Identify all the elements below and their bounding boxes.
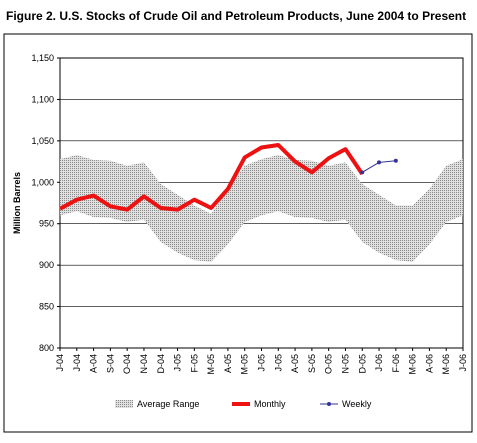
point — [393, 158, 398, 163]
y-tick-label: 900 — [39, 260, 54, 270]
x-tick-label: M-06 — [441, 354, 451, 375]
y-tick-label: 1,100 — [31, 94, 54, 104]
x-tick-label: S-05 — [307, 354, 317, 373]
y-tick-label: 1,050 — [31, 136, 54, 146]
x-tick-label: M-05 — [206, 354, 216, 375]
x-tick-label: J-04 — [55, 354, 65, 372]
frame — [3, 33, 473, 433]
legend-swatch — [327, 402, 331, 406]
x-tick-label: M-06 — [408, 354, 418, 375]
x-tick-label: M-05 — [240, 354, 250, 375]
x-tick-label: O-05 — [324, 354, 334, 374]
x-tick-label: D-05 — [357, 354, 367, 374]
x-tick-label: J-04 — [72, 354, 82, 372]
x-tick-label: A-05 — [223, 354, 233, 373]
x-tick-label: J-05 — [257, 354, 267, 372]
point — [377, 160, 382, 165]
x-tick-label: J-05 — [273, 354, 283, 372]
range-area — [60, 154, 463, 262]
x-tick-label: J-05 — [173, 354, 183, 372]
y-axis-label: Million Barrels — [12, 172, 22, 234]
x-tick-label: A-05 — [290, 354, 300, 373]
x-tick-label: J-06 — [458, 354, 468, 372]
y-tick-label: 850 — [39, 302, 54, 312]
legend-label: Average Range — [137, 399, 199, 409]
line — [59, 143, 364, 212]
x-tick-label: A-04 — [89, 354, 99, 373]
y-tick-label: 1,150 — [31, 53, 54, 63]
x-tick-label: S-04 — [105, 354, 115, 373]
y-tick-label: 800 — [39, 343, 54, 353]
chart-title: Figure 2. U.S. Stocks of Crude Oil and P… — [6, 9, 466, 23]
legend-swatch — [115, 400, 133, 408]
x-tick-label: D-04 — [156, 354, 166, 374]
legend-label: Weekly — [342, 399, 372, 409]
legend-label: Monthly — [254, 399, 286, 409]
x-tick-label: F-06 — [391, 354, 401, 373]
x-tick-label: O-04 — [122, 354, 132, 374]
x-tick-label: A-06 — [424, 354, 434, 373]
y-tick-label: 1,000 — [31, 177, 54, 187]
point — [360, 170, 365, 175]
x-tick-label: N-05 — [340, 354, 350, 374]
x-tick-label: F-05 — [189, 354, 199, 373]
x-tick-label: J-06 — [374, 354, 384, 372]
y-tick-label: 950 — [39, 219, 54, 229]
x-tick-label: N-04 — [139, 354, 149, 374]
